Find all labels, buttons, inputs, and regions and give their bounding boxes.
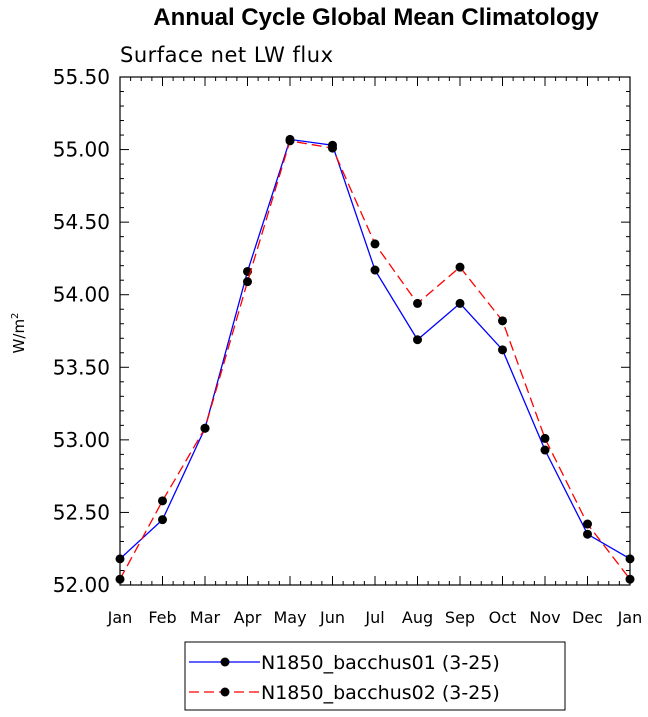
x-tick-label: May [273,608,306,627]
data-point [285,136,295,146]
y-tick-label: 52.00 [53,573,110,597]
x-tick-label: Feb [148,608,176,627]
plot-border [119,76,631,586]
data-point [413,335,422,345]
y-axis-label-exponent: 2 [10,313,21,319]
data-point [158,496,167,506]
data-point [370,265,380,275]
data-point [115,574,125,584]
x-tick-label: Dec [572,608,603,627]
data-point [328,143,337,153]
x-tick-label: Oct [489,608,517,627]
data-point [370,239,380,249]
x-tick-label: Jan [617,608,643,627]
chart-title: Annual Cycle Global Mean Climatology [153,4,599,31]
x-tick-label: Jan [107,608,133,627]
legend-box [184,641,566,711]
plot-frame [119,76,631,586]
y-tick-label: 53.00 [53,428,110,452]
data-point [115,554,125,564]
data-point [540,445,550,455]
x-tick-label: Sep [445,608,475,627]
series-line [119,140,631,580]
legend-marker [220,657,230,667]
y-tick-label: 54.00 [53,283,110,307]
data-point [583,529,592,539]
y-tick-label: 52.50 [53,500,110,524]
chart-subtitle: Surface net LW flux [120,43,334,67]
data-point [498,345,507,355]
data-point [413,298,422,308]
x-tick-label: Aug [402,608,433,627]
x-tick-label: Mar [190,608,221,627]
data-point [583,519,592,529]
x-tick-label: Jun [319,608,345,627]
axis-ticks [119,76,631,586]
data-point [625,554,635,564]
data-point [200,423,210,433]
data-point [455,262,465,272]
y-tick-label: 55.00 [53,138,110,162]
data-point [158,515,167,525]
data-point [540,433,550,443]
legend-marker [220,687,230,697]
y-axis-label: W/m2 [10,313,28,354]
x-tick-label: Apr [234,608,262,627]
series-1 [115,134,635,564]
data-point [243,277,252,287]
x-tick-labels: Jan Feb Mar Apr May Jun Jul Aug Sep Oct Nov Dec Jan [107,608,643,627]
legend: N1850_bacchus01 (3-25) N1850_bacchus02 (3… [184,641,566,711]
y-tick-label: 55.50 [53,65,110,89]
y-tick-labels: 52.00 52.50 53.00 53.50 54.00 54.50 55.00 55.50 [53,65,110,597]
legend-label: N1850_bacchus02 (3-25) [261,682,500,704]
series-2 [115,136,635,584]
y-axis-label-unit: W/m [10,319,28,354]
data-point [625,574,635,584]
data-point [455,298,465,308]
legend-label: N1850_bacchus01 (3-25) [261,652,500,674]
y-tick-label: 53.50 [53,355,110,379]
x-tick-label: Nov [529,608,560,627]
x-tick-label: Jul [364,608,384,627]
data-point [498,316,507,326]
series-line [119,138,631,560]
y-tick-label: 54.50 [53,210,110,234]
series-layer [115,134,635,584]
